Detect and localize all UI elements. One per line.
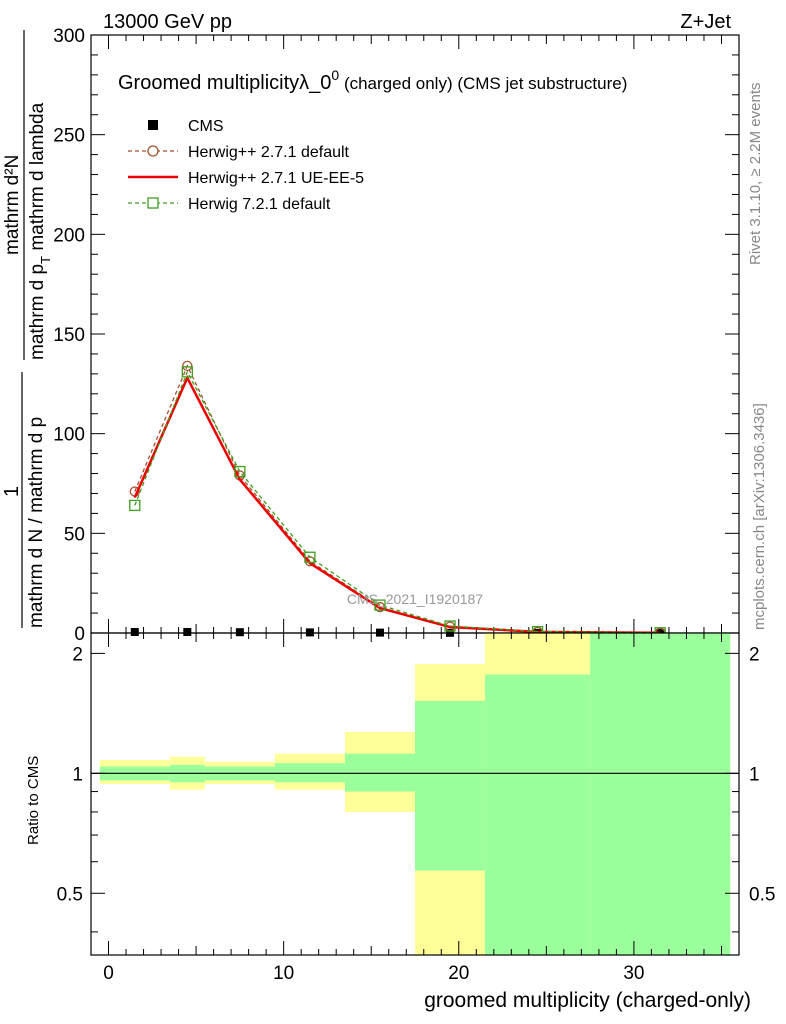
legend-label: CMS xyxy=(188,118,224,135)
data-point-square xyxy=(304,551,316,563)
legend-marker-square xyxy=(147,197,159,209)
ratio-band-stat xyxy=(274,763,345,783)
x-tick-label: 0 xyxy=(103,963,114,984)
data-point-cms xyxy=(235,628,244,637)
data-point-square xyxy=(181,366,193,378)
collision-label: 13000 GeV pp xyxy=(103,11,232,33)
data-point-cms xyxy=(183,628,192,637)
legend-label: Herwig 7.2.1 default xyxy=(188,196,331,213)
x-tick-label: 30 xyxy=(623,963,644,984)
ylabel-denominator: mathrm d pT mathrm d lambda xyxy=(27,102,53,360)
main-ylabel: 1 mathrm d N / mathrm d p mathrm d²N mat… xyxy=(1,30,53,628)
y-tick-label: 100 xyxy=(53,425,85,446)
data-point-square xyxy=(374,599,386,611)
data-point-square xyxy=(444,620,456,632)
ratio-band-stat xyxy=(485,674,591,955)
legend-label: Herwig++ 2.7.1 default xyxy=(188,144,350,161)
ratio-y-tick-label: 1 xyxy=(72,764,83,785)
legend-label: Herwig++ 2.7.1 UE-EE-5 xyxy=(188,170,364,187)
x-tick-label: 10 xyxy=(273,963,294,984)
analysis-watermark: CMS_2021_I1920187 xyxy=(347,591,483,607)
ratio-ylabel: Ratio to CMS xyxy=(25,756,42,845)
ylabel-prefactor-numerator: 1 xyxy=(1,486,23,497)
ratio-band-stat xyxy=(344,753,415,792)
ratio-y-tick-label-right: 0.5 xyxy=(749,884,775,905)
data-point-cms xyxy=(130,628,139,637)
legend-marker-cms xyxy=(148,120,158,130)
y-tick-label: 150 xyxy=(53,325,85,346)
ratio-band-stat xyxy=(415,700,486,871)
data-point-circle xyxy=(182,360,193,372)
x-axis-label: groomed multiplicity (charged-only) xyxy=(424,989,751,1012)
legend: CMS Herwig++ 2.7.1 default Herwig++ 2.7.1 … xyxy=(128,118,364,213)
chart-title: Groomed multiplicityλ_00 (charged only) … xyxy=(118,67,627,94)
ratio-y-tick-label-right: 2 xyxy=(749,644,760,665)
ylabel-prefactor-denominator: mathrm d N / mathrm d p xyxy=(26,417,47,628)
ylabel-numerator: mathrm d²N xyxy=(2,155,23,255)
data-point-square xyxy=(129,499,141,512)
ratio-panel: 0.5 0.51 12 20 10 20 30 xyxy=(57,633,775,984)
main-panel: 0 50 100 150 200 250 300 xyxy=(53,26,739,645)
ratio-y-tick-label: 0.5 xyxy=(57,884,83,905)
x-tick-label: 20 xyxy=(448,963,469,984)
ratio-band-stat xyxy=(590,633,731,955)
ratio-plot-frame xyxy=(90,632,740,956)
y-tick-label: 0 xyxy=(74,624,85,645)
y-tick-label: 300 xyxy=(53,26,85,47)
y-tick-label: 200 xyxy=(53,225,85,246)
ratio-y-tick-label: 2 xyxy=(72,644,83,665)
process-label: Z+Jet xyxy=(680,11,731,33)
mcplots-label: mcplots.cern.ch [arXiv:1306.3436] xyxy=(751,403,768,630)
ratio-y-tick-label-right: 1 xyxy=(749,764,760,785)
y-tick-label: 250 xyxy=(53,126,85,147)
rivet-label: Rivet 3.1.10, ≥ 2.2M events xyxy=(747,83,764,266)
y-tick-label: 50 xyxy=(64,524,85,545)
legend-marker-circle xyxy=(147,145,159,157)
series-line-3 xyxy=(134,370,661,634)
data-point-square xyxy=(234,465,246,478)
